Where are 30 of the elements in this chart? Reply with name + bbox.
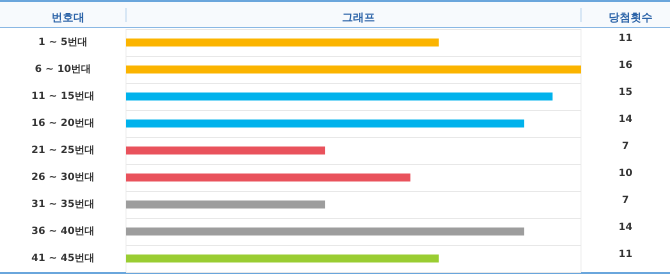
y-tick-label: 31 ~ 35번대 (31, 199, 95, 210)
y-tick-label: 36 ~ 40번대 (31, 226, 95, 237)
bar (126, 92, 553, 100)
bar (126, 200, 326, 208)
data-label: 10 (618, 168, 632, 179)
y-axis-title: 번호대 (52, 11, 84, 24)
x-axis-title: 당첨횟수 (608, 11, 652, 24)
bar (126, 120, 524, 128)
data-label: 11 (618, 33, 632, 44)
bar (126, 38, 439, 46)
y-tick-label: 21 ~ 25번대 (31, 145, 95, 156)
data-label: 14 (618, 222, 632, 233)
data-label: 16 (618, 60, 632, 71)
y-tick-label: 41 ~ 45번대 (31, 253, 95, 264)
data-label: 7 (622, 141, 630, 152)
bar (126, 174, 410, 182)
data-label: 11 (618, 249, 632, 260)
data-label: 15 (618, 87, 632, 98)
bar (126, 228, 524, 236)
data-label: 14 (618, 114, 632, 125)
bar (126, 254, 439, 262)
chart-title: 그래프 (342, 11, 375, 24)
y-tick-label: 1 ~ 5번대 (38, 37, 88, 48)
data-label: 7 (622, 195, 630, 206)
bar (126, 146, 326, 154)
y-tick-label: 16 ~ 20번대 (31, 118, 95, 129)
y-tick-label: 6 ~ 10번대 (34, 64, 92, 75)
y-tick-label: 26 ~ 30번대 (31, 172, 95, 183)
y-tick-label: 11 ~ 15번대 (31, 91, 95, 102)
bar (126, 66, 581, 74)
